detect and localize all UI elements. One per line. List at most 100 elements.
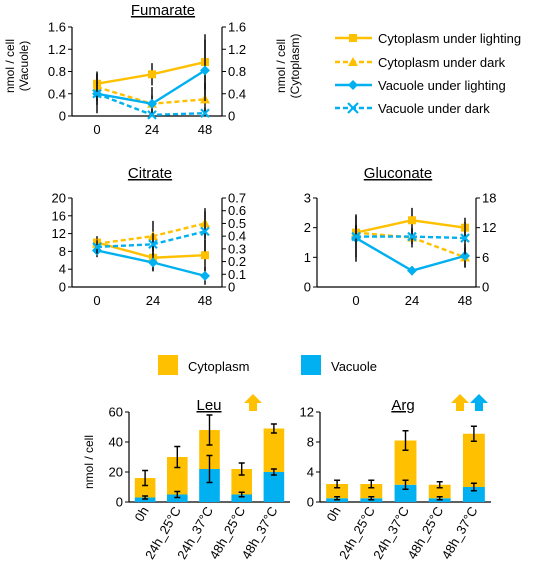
legend-cytoplasm-light: Cytoplasm under lighting [335,31,521,46]
fumarate-series-vacuole-under-dark-x-marker [147,110,157,120]
gluconate-ytick-label-left: 3 [304,191,311,206]
arg-error-bar-vacuole [436,496,443,501]
diamond-marker-icon [348,80,358,90]
fumarate-xtick-label: 24 [145,122,159,137]
citrate-series-vacuole-under-lighting-diamond-marker [200,270,210,281]
fumarate-series-cytoplasm-under-lighting-square-marker [148,70,156,79]
leu-error-bar-total [206,414,213,446]
arg-error-bar-vacuole [334,496,341,501]
leu-ytick-label: 0 [116,495,123,510]
citrate-xtick-label: 0 [93,293,100,308]
citrate-series-vacuole-under-dark-x-marker [200,226,210,237]
leu-cytoplasm-up-arrow-icon [244,394,262,411]
citrate-ytick-label-left: 4 [59,262,66,277]
gluconate-ytick-label-left: 1 [304,250,311,265]
gluconate-series-vacuole-under-lighting-diamond-marker [460,250,470,261]
citrate-ytick-label-left: 0 [59,280,66,295]
citrate-ytick-label-left: 20 [52,191,66,206]
gluconate-series-cytoplasm-under-lighting-square-marker [408,216,416,225]
fumarate-ytick-label-left: 0 [59,109,66,124]
fumarate-ytick-label-right: 1.6 [228,20,246,35]
citrate-ytick-label-right: 0.3 [228,241,246,256]
gluconate-ytick-label-left: 0 [304,280,311,295]
arg-ytick-label: 4 [307,465,314,480]
citrate-series-cytoplasm-under-dark-line [96,222,206,245]
legend-cytoplasm-dark: Cytoplasm under dark [335,55,506,70]
citrate-ytick-label-left: 8 [59,244,66,259]
arg-error-bar-total [334,479,341,489]
leu-bar-vacuole [199,469,220,502]
citrate-ytick-label-left: 12 [52,226,66,241]
fumarate-ytick-label-left: 1.6 [48,20,66,35]
svg-text:Cytoplasm: Cytoplasm [188,359,249,374]
gluconate-series-vacuole-under-lighting-diamond-marker [407,265,417,276]
fumarate-title: Fumarate [131,2,195,19]
citrate-series-cytoplasm-under-lighting-square-marker [201,251,209,260]
gluconate-ytick-label-left: 2 [304,220,311,235]
fumarate-ytick-label-left: 0.8 [48,64,66,79]
legend-vacuole-light: Vacuole under lighting [335,78,506,93]
x-marker-icon [347,102,359,114]
arg-error-bar-total [436,481,443,489]
leu-error-bar-total [238,462,245,476]
gluconate-ytick-label-right: 6 [482,250,489,265]
citrate-xtick-label: 24 [146,293,160,308]
fumarate-ytick-label-right: 0.4 [228,86,246,101]
leu-bar-cytoplasm [199,430,220,469]
line-legend: Cytoplasm under lighting Cytoplasm under… [335,31,521,116]
leu-ytick-label: 20 [109,465,123,480]
fumarate-series-vacuole-under-dark-x-marker [92,88,102,99]
citrate-ytick-label-right: 0.4 [228,229,246,244]
citrate-ytick-label-right: 0.5 [228,216,246,231]
arg-error-bar-vacuole [368,496,375,501]
fumarate-xtick-label: 0 [93,122,100,137]
svg-text:Cytoplasm under dark: Cytoplasm under dark [378,55,506,70]
svg-text:Cytoplasm under lighting: Cytoplasm under lighting [378,31,521,46]
leu-bar-cytoplasm [166,457,188,495]
leu-error-bar-vacuole [142,495,149,500]
arg-bar-vacuole [394,484,417,502]
citrate-ytick-label-right: 0.7 [228,191,246,206]
citrate-ytick-label-right: 0.6 [228,203,246,218]
leu-bar-cytoplasm [134,478,156,498]
svg-text:Vacuole: Vacuole [331,359,377,374]
arg-ytick-label: 8 [307,435,314,450]
gluconate-ytick-label-right: 12 [482,220,496,235]
leu-bar-vacuole [166,494,188,502]
leu-ytick-label: 40 [109,435,123,450]
arg-ytick-label: 12 [300,405,314,420]
legend-vacuole-dark: Vacuole under dark [335,101,490,116]
arg-xtick-label: 0h [323,504,343,524]
svg-text:(Cytoplasm): (Cytoplasm) [288,34,302,99]
arg-bar-cytoplasm [394,440,417,485]
leu-bar-cytoplasm [263,428,285,472]
leu-bar-vacuole [263,472,285,502]
gluconate-series-vacuole-under-dark-x-marker [460,233,470,243]
vacuole-swatch [301,355,321,375]
citrate-ytick-label-right: 0 [228,280,235,295]
citrate-title: Citrate [128,165,172,182]
leu-error-bar-vacuole [238,491,245,498]
square-marker-icon [349,34,357,42]
arg-bar-vacuole [462,487,485,502]
leu-bar-cytoplasm [231,469,253,495]
fumarate-ytick-label-left: 1.2 [48,42,66,57]
gluconate-title: Gluconate [364,165,432,182]
arg-error-bar-total [470,425,477,442]
citrate-ytick-label-left: 16 [52,208,66,223]
bar-legend: Cytoplasm Vacuole [158,355,377,375]
arg-bar-cytoplasm [462,433,485,487]
fumarate-ylabel-right: nmol / cell (Cytoplasm) [274,34,302,99]
triangle-marker-icon [348,57,358,66]
fumarate-series-vacuole-under-dark-x-marker [200,108,210,118]
leu-error-bar-total [174,445,181,469]
svg-text:nmol / cell: nmol / cell [274,39,288,93]
fumarate-ytick-label-left: 0.4 [48,86,66,101]
leu-error-bar-total [270,423,277,434]
arg-error-bar-vacuole [402,479,409,490]
leu-error-bar-vacuole [174,490,181,499]
svg-text:Vacuole under lighting: Vacuole under lighting [378,78,506,93]
fumarate-ylabel-left: nmol / cell (Vacuole) [3,39,31,93]
citrate-series-vacuole-under-dark-x-marker [148,239,158,250]
